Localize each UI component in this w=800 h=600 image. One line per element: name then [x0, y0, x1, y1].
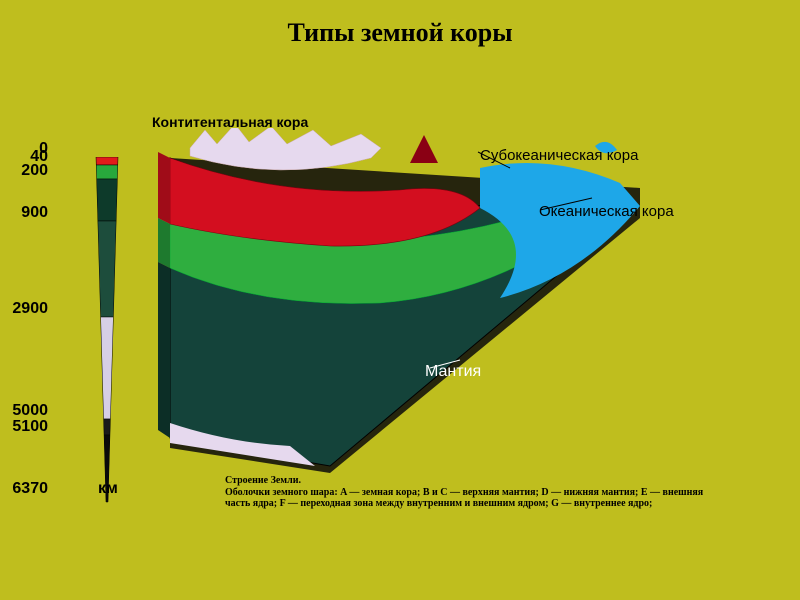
label-oceanic-crust: Океаническая кора: [539, 203, 674, 220]
page-title: Типы земной коры: [0, 18, 800, 48]
depth-tick: 2900: [0, 300, 48, 318]
caption-title: Строение Земли.: [225, 475, 725, 487]
depth-tick: 5100: [0, 418, 48, 436]
earth-cross-section: [80, 128, 670, 488]
page-root: Типы земной коры 04020090029005000510063…: [0, 0, 800, 600]
depth-tick: 200: [0, 162, 48, 180]
depth-tick: 900: [0, 204, 48, 222]
caption: Строение Земли. Оболочки земного шара: A…: [225, 475, 725, 510]
caption-body: Оболочки земного шара: A — земная кора; …: [225, 487, 725, 510]
label-continental-crust: Контитентальная кора: [152, 114, 308, 130]
label-suboceanic-crust: Субокеаническая кора: [480, 147, 638, 164]
depth-tick: 6370: [0, 480, 48, 498]
label-mantle: Мантия: [425, 363, 481, 381]
